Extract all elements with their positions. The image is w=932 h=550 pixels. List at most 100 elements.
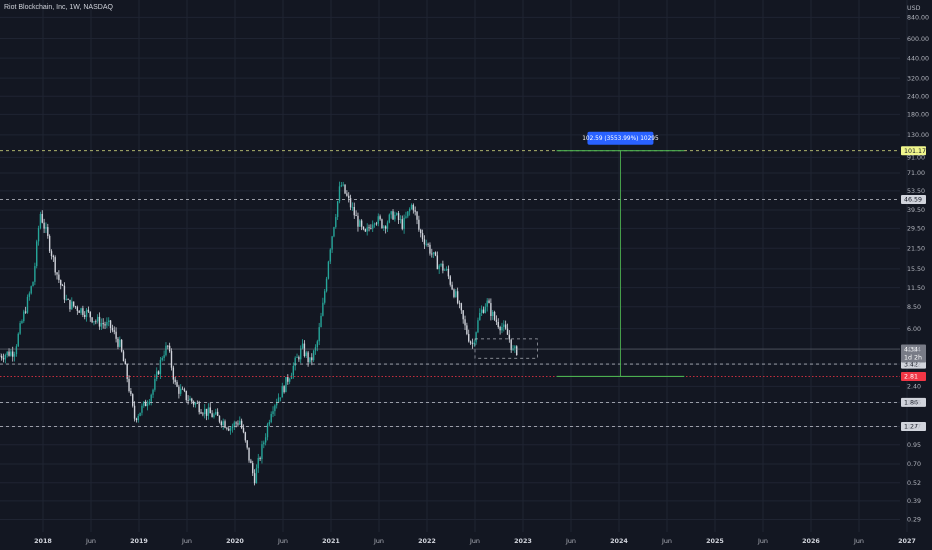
candle-body bbox=[320, 315, 322, 328]
candle-body bbox=[307, 352, 309, 363]
y-tick-label: 8.50 bbox=[907, 304, 921, 311]
candle-body bbox=[4, 355, 7, 360]
candle-body bbox=[482, 309, 485, 313]
candle-body bbox=[176, 382, 178, 387]
candle-body bbox=[373, 223, 376, 225]
candle-body bbox=[74, 306, 77, 308]
candle-body bbox=[135, 418, 138, 421]
level-label: 1.27 bbox=[904, 424, 918, 431]
candle-body bbox=[288, 378, 291, 382]
candle-body bbox=[240, 420, 243, 428]
y-tick-label: 320.00 bbox=[907, 75, 929, 82]
level-label-box bbox=[901, 195, 926, 205]
countdown-label: 1d 2h bbox=[904, 355, 922, 362]
candle-body bbox=[0, 355, 1, 357]
candle-body bbox=[479, 312, 481, 321]
candle-body bbox=[475, 332, 477, 343]
candle-body bbox=[180, 388, 182, 394]
y-tick-label: 600.00 bbox=[907, 36, 929, 43]
candle-body bbox=[21, 321, 23, 324]
candle-body bbox=[120, 339, 123, 352]
candle-body bbox=[438, 265, 440, 270]
candle-body bbox=[504, 324, 507, 329]
candle-body bbox=[418, 219, 420, 230]
candle-body bbox=[290, 375, 293, 379]
candle-body bbox=[276, 402, 278, 406]
horizontal-levels[interactable]: 101.17 46.59 3.42 2.81 1.86 1.27 4.34 1d 2h bbox=[0, 146, 926, 431]
candle-body bbox=[60, 280, 62, 286]
candle-body bbox=[379, 216, 381, 220]
x-tick-label: Jun bbox=[469, 537, 480, 545]
candle-body bbox=[204, 408, 206, 415]
x-tick-label: 2027 bbox=[898, 537, 916, 545]
candle-body bbox=[30, 286, 32, 294]
range-box[interactable] bbox=[474, 338, 538, 359]
candle-body bbox=[493, 311, 496, 320]
candle-body bbox=[104, 324, 106, 326]
y-tick-label: 71.00 bbox=[907, 170, 925, 177]
x-tick-label: 2025 bbox=[706, 537, 724, 545]
x-tick-label: 2020 bbox=[226, 537, 244, 545]
x-tick-label: 2026 bbox=[802, 537, 820, 545]
candle-body bbox=[192, 401, 195, 405]
candle-body bbox=[364, 229, 367, 232]
candle-body bbox=[172, 367, 175, 380]
candle-body bbox=[270, 414, 272, 423]
candle-body bbox=[76, 307, 79, 311]
candle-body bbox=[146, 403, 149, 407]
candle-body bbox=[508, 334, 511, 340]
candle-body bbox=[248, 447, 250, 461]
candle-body bbox=[6, 351, 8, 356]
candle-body bbox=[349, 198, 352, 208]
candle-body bbox=[403, 217, 405, 229]
candle-body bbox=[499, 327, 501, 331]
candle-body bbox=[218, 415, 221, 422]
candle-body bbox=[359, 220, 361, 227]
candle-body bbox=[506, 328, 509, 335]
candle-body bbox=[170, 351, 173, 368]
candle-body bbox=[41, 213, 43, 223]
candle-body bbox=[174, 379, 176, 383]
y-tick-label: 91.00 bbox=[907, 155, 925, 162]
candle-body bbox=[194, 402, 197, 405]
y-tick-label: 4.34 bbox=[907, 346, 921, 353]
candle-body bbox=[133, 405, 136, 419]
candle-body bbox=[200, 412, 202, 414]
candle-body bbox=[32, 281, 34, 287]
candle-body bbox=[250, 460, 252, 464]
candle-body bbox=[0, 355, 3, 359]
measure-tool[interactable]: 102.59 (3553.99%) 10295 bbox=[556, 131, 685, 378]
candle-body bbox=[50, 251, 53, 257]
candle-body bbox=[456, 291, 459, 303]
candle-body bbox=[150, 394, 152, 402]
candle-body bbox=[386, 222, 389, 229]
time-axis[interactable]: 2018 Jun 2019 Jun 2020 Jun 2021 Jun 2022 Jun 2023 J… bbox=[34, 537, 916, 545]
candle-body bbox=[322, 302, 324, 316]
candles bbox=[0, 181, 518, 486]
candle-body bbox=[82, 308, 84, 315]
candle-body bbox=[100, 323, 103, 327]
candle-body bbox=[165, 345, 167, 356]
candle-body bbox=[119, 339, 121, 347]
candle-body bbox=[266, 424, 269, 438]
level-label-box bbox=[901, 371, 926, 381]
candle-body bbox=[471, 343, 474, 345]
candle-body bbox=[431, 253, 433, 255]
candle-body bbox=[451, 284, 453, 290]
candle-body bbox=[128, 378, 130, 392]
candle-body bbox=[115, 331, 117, 339]
candle-body bbox=[292, 365, 295, 376]
candle-body bbox=[198, 403, 200, 413]
y-tick-label: 840.00 bbox=[907, 15, 929, 22]
candle-body bbox=[132, 394, 134, 406]
candle-body bbox=[28, 293, 31, 297]
candle-body bbox=[98, 316, 101, 327]
candle-body bbox=[253, 473, 256, 484]
y-tick-label: 240.00 bbox=[907, 93, 929, 100]
candle-body bbox=[122, 351, 125, 362]
candle-body bbox=[15, 346, 18, 355]
candle-body bbox=[108, 320, 110, 322]
candle-body bbox=[287, 377, 289, 382]
price-axis[interactable]: 840.00 600.00 440.00 320.00 240.00 180.00 130.… bbox=[907, 5, 929, 524]
